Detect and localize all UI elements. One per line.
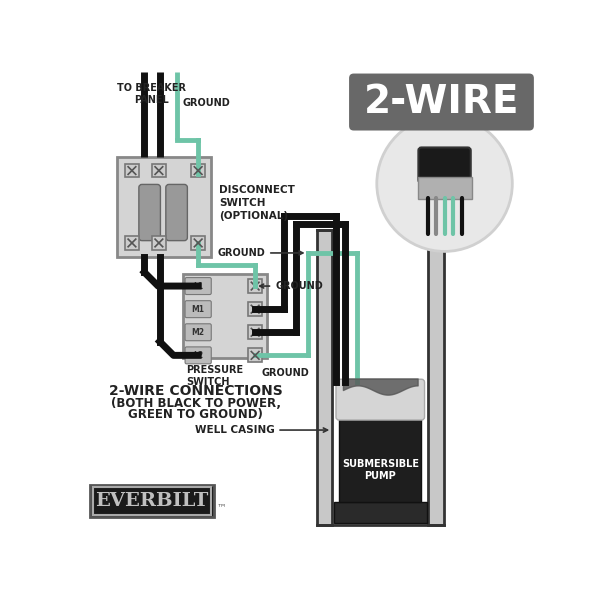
Bar xyxy=(317,230,332,525)
Bar xyxy=(332,230,428,525)
FancyBboxPatch shape xyxy=(248,349,262,362)
FancyBboxPatch shape xyxy=(125,236,139,250)
FancyBboxPatch shape xyxy=(185,278,211,295)
Text: (BOTH BLACK TO POWER,: (BOTH BLACK TO POWER, xyxy=(111,397,281,410)
Text: GROUND: GROUND xyxy=(260,281,323,291)
Bar xyxy=(116,157,211,257)
FancyBboxPatch shape xyxy=(152,236,166,250)
Circle shape xyxy=(377,116,512,251)
FancyBboxPatch shape xyxy=(152,164,166,178)
FancyBboxPatch shape xyxy=(185,324,211,341)
FancyBboxPatch shape xyxy=(418,148,471,183)
Text: M2: M2 xyxy=(191,328,205,337)
Bar xyxy=(334,502,427,523)
FancyBboxPatch shape xyxy=(139,184,160,241)
Text: TO BREAKER
PANEL: TO BREAKER PANEL xyxy=(118,83,187,105)
Bar xyxy=(428,230,444,525)
Bar xyxy=(183,274,268,358)
FancyBboxPatch shape xyxy=(191,236,205,250)
Text: L2: L2 xyxy=(193,351,203,360)
Text: GROUND: GROUND xyxy=(183,98,230,108)
FancyBboxPatch shape xyxy=(336,379,425,420)
Bar xyxy=(339,417,421,502)
Text: GROUND: GROUND xyxy=(262,368,309,377)
FancyBboxPatch shape xyxy=(248,325,262,339)
Text: ™: ™ xyxy=(217,502,226,512)
FancyBboxPatch shape xyxy=(349,74,534,131)
Text: 2-WIRE: 2-WIRE xyxy=(364,83,519,121)
FancyBboxPatch shape xyxy=(125,164,139,178)
Text: EVERBILT: EVERBILT xyxy=(95,492,209,510)
Bar xyxy=(91,485,214,517)
FancyBboxPatch shape xyxy=(185,347,211,364)
Text: L1: L1 xyxy=(193,281,203,290)
Text: WELL CASING: WELL CASING xyxy=(194,425,328,435)
Text: SUBMERSIBLE
PUMP: SUBMERSIBLE PUMP xyxy=(342,459,419,481)
Bar xyxy=(418,178,472,199)
Text: M1: M1 xyxy=(191,305,205,314)
Text: 2-WIRE CONNECTIONS: 2-WIRE CONNECTIONS xyxy=(109,384,283,398)
Text: GREEN TO GROUND): GREEN TO GROUND) xyxy=(128,409,263,421)
FancyBboxPatch shape xyxy=(191,164,205,178)
Text: PRESSURE
SWITCH: PRESSURE SWITCH xyxy=(187,365,244,387)
FancyBboxPatch shape xyxy=(248,279,262,293)
FancyBboxPatch shape xyxy=(248,302,262,316)
FancyBboxPatch shape xyxy=(166,184,187,241)
Bar xyxy=(92,487,211,515)
Text: GROUND: GROUND xyxy=(217,248,303,258)
FancyBboxPatch shape xyxy=(185,301,211,317)
Text: DISCONNECT
SWITCH
(OPTIONAL): DISCONNECT SWITCH (OPTIONAL) xyxy=(219,185,295,221)
